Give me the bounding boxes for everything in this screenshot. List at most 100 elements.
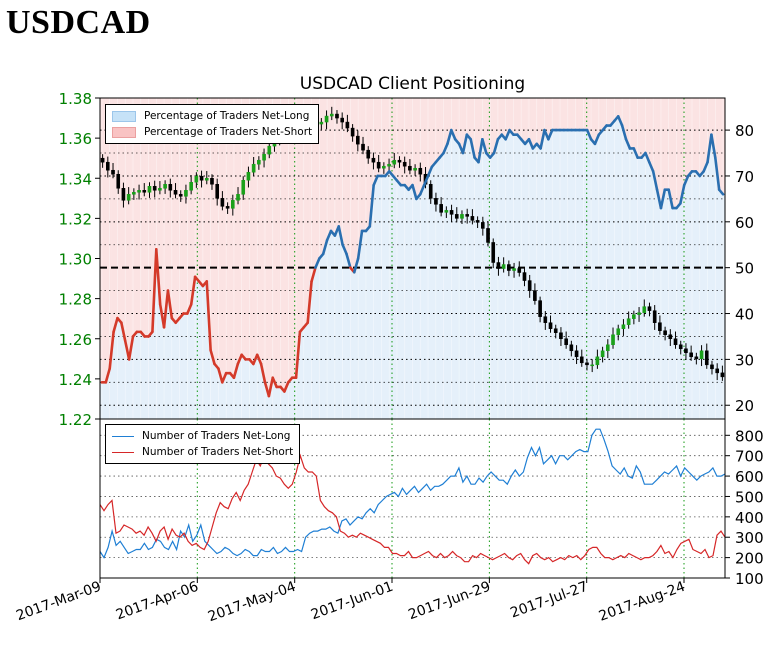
pct-long-line-segment	[337, 225, 344, 247]
shade-net-long	[243, 359, 248, 419]
candle-body	[663, 330, 667, 335]
shade-net-long	[212, 363, 217, 419]
shade-net-short	[165, 98, 171, 291]
candle-body	[652, 310, 657, 323]
candle-body	[324, 115, 329, 123]
shade-net-short	[701, 98, 706, 172]
pct-long-line-segment	[624, 137, 632, 150]
pct-long-line-segment	[710, 133, 717, 159]
candle-body	[418, 167, 423, 175]
shade-net-long	[445, 143, 450, 419]
candle-body	[491, 242, 496, 263]
shade-net-long	[181, 313, 186, 419]
shade-net-short	[305, 98, 310, 323]
shade-net-short	[158, 98, 163, 305]
shade-net-short	[717, 98, 722, 190]
pct-long-line-segment	[255, 353, 263, 366]
shade-net-short	[453, 98, 458, 140]
shade-net-long	[329, 230, 334, 419]
candle-body	[262, 153, 266, 161]
candle-body	[257, 159, 261, 165]
candle-body	[710, 364, 714, 370]
right-axis-tick-label: 60	[735, 214, 754, 232]
shade-net-short	[212, 98, 217, 364]
pct-long-line-segment	[593, 133, 601, 146]
shade-net-short	[173, 98, 178, 323]
candle-body	[350, 127, 355, 137]
shade-net-long	[453, 139, 458, 419]
shade-net-short	[554, 98, 559, 131]
pct-long-line-segment	[368, 183, 375, 228]
shade-net-long	[406, 189, 411, 419]
pct-long-line-segment	[259, 362, 267, 384]
candle-body	[522, 272, 527, 281]
pct-long-line-segment	[356, 229, 364, 260]
pct-long-line-segment	[294, 330, 302, 380]
pct-long-line-segment	[659, 188, 667, 210]
candle-body	[241, 180, 246, 195]
pct-long-line-segment	[271, 376, 278, 389]
shade-net-long	[414, 198, 419, 419]
x-axis-tick-label: 2017-Mar-09	[14, 579, 103, 625]
bottom-axis-tick-label: 100	[735, 570, 764, 588]
candle-body	[111, 169, 115, 175]
candle-body	[356, 135, 360, 145]
shade-net-short	[375, 98, 380, 176]
shade-net-long	[492, 153, 497, 419]
candle-body	[642, 306, 647, 313]
pct-long-line-segment	[166, 289, 174, 320]
shade-net-long	[693, 171, 699, 419]
chart-title: USDCAD Client Positioning	[299, 74, 526, 94]
pct-long-line-segment	[209, 348, 216, 366]
shade-net-short	[383, 98, 388, 176]
shade-net-long	[197, 281, 202, 419]
candle-body	[501, 264, 506, 269]
candle-body	[121, 188, 126, 201]
candle-body	[507, 264, 511, 271]
shade-net-long	[266, 396, 272, 419]
shade-net-short	[561, 98, 567, 131]
candle-body	[137, 190, 141, 193]
candle-body	[590, 364, 594, 367]
candle-body	[694, 356, 699, 360]
left-axis-tick-label: 1.28	[59, 291, 92, 309]
pct-long-line-segment	[411, 183, 418, 201]
shade-net-long	[422, 185, 427, 419]
shade-net-long	[569, 130, 574, 419]
right-axis-tick-label: 80	[735, 122, 754, 140]
shade-net-long	[103, 382, 109, 419]
candle-body	[689, 352, 693, 358]
shade-net-long	[561, 130, 567, 419]
shade-net-short	[336, 98, 341, 227]
pct-long-line-segment	[120, 321, 127, 343]
candle-body	[574, 350, 579, 358]
shade-net-short	[631, 98, 637, 149]
bottom-axis-tick-label: 500	[735, 488, 764, 506]
candle-body	[470, 216, 475, 221]
candle-body	[434, 198, 438, 205]
shade-net-short	[134, 98, 140, 332]
right-axis-tick-label: 70	[735, 168, 754, 186]
bottom-axis-tick-label: 600	[735, 468, 764, 486]
shade-net-long	[429, 166, 435, 419]
shade-net-long	[499, 134, 505, 419]
shade-net-long	[158, 304, 163, 419]
candle-body	[621, 324, 626, 329]
candle-body	[704, 350, 709, 366]
shade-net-short	[593, 98, 598, 144]
shade-net-short	[639, 98, 644, 158]
shade-net-long	[709, 134, 714, 419]
left-axis-tick-label: 1.22	[59, 411, 92, 429]
shade-net-long	[437, 157, 442, 419]
candle-body	[236, 194, 240, 201]
pct-long-line-segment	[352, 257, 360, 274]
pct-long-line-segment	[314, 257, 321, 269]
pct-long-line-segment	[321, 238, 329, 256]
candle-body	[439, 204, 443, 213]
legend-item-net-short: Percentage of Traders Net-Short	[112, 124, 312, 140]
candle-body	[585, 362, 589, 366]
shade-net-short	[290, 98, 295, 378]
left-axis-tick-label: 1.32	[59, 210, 92, 228]
bottom-axis-tick-label: 700	[735, 448, 764, 466]
